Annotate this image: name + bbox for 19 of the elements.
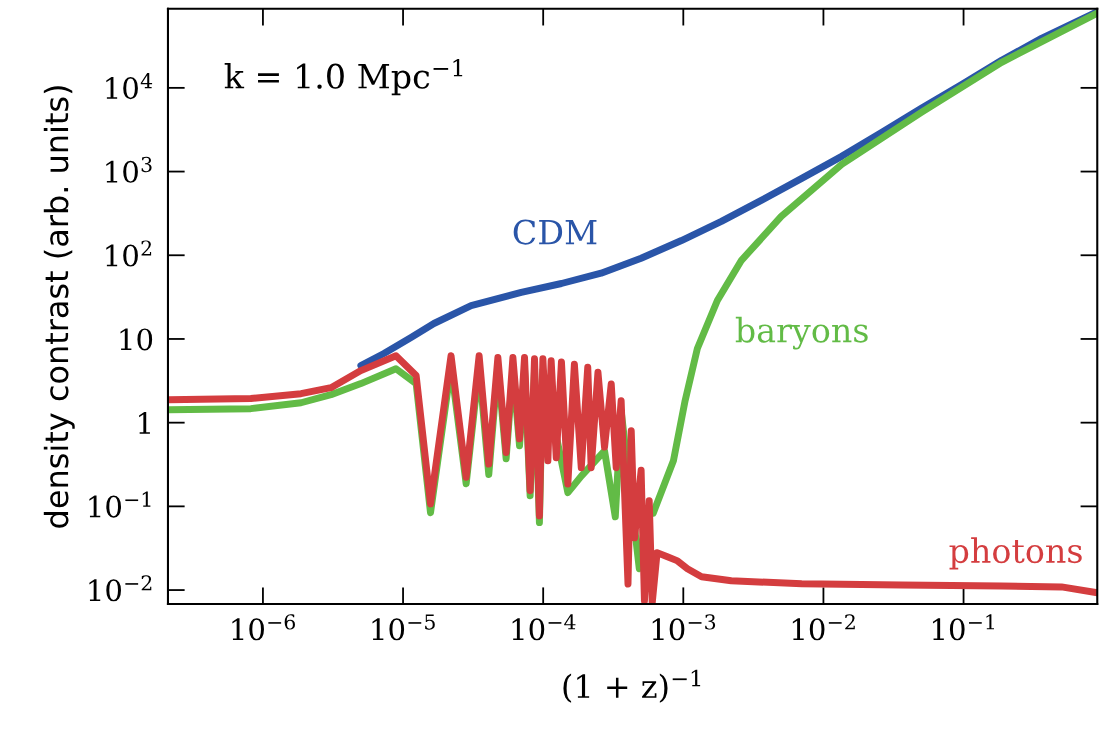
x-tick-label: 10$^{−4}$ [512,614,576,641]
x-tick-label: 10$^{−1}$ [932,614,994,641]
series-label: baryons [735,316,868,350]
series-label: photons [949,537,1082,570]
y-tick-label: 10$^{−2}$ [89,575,152,602]
y-tick-label: 10 [120,328,153,351]
y-tick-label: 1 [139,412,150,434]
x-tick-label: 10$^{−6}$ [232,614,295,641]
y-tick-label: 10$^{4}$ [106,72,153,100]
series-label: CDM [513,219,597,245]
x-tick-label: 10$^{−5}$ [372,614,435,641]
y-tick-label: 10$^{2}$ [106,240,152,267]
annotation: k = 1.0 Mpc$^{−1}$ [224,58,463,96]
y-tick-label: 10$^{−1}$ [89,491,151,518]
y-axis-title: density contrast (arb. units) [43,86,75,528]
x-tick-label: 10$^{−2}$ [792,614,855,641]
y-tick-label: 10$^{3}$ [106,156,152,183]
x-axis-title: (1 + z)$^{−1}$ [563,669,701,703]
x-tick-label: 10$^{−3}$ [652,614,716,641]
